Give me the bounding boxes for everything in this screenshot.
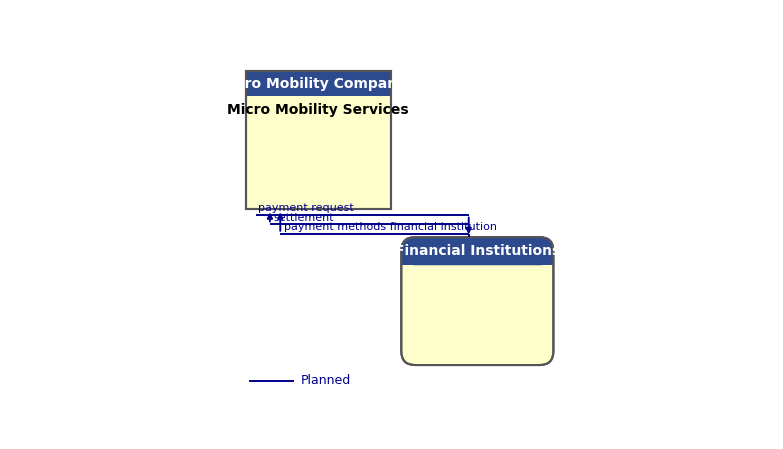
Text: Financial Institutions: Financial Institutions: [395, 244, 560, 258]
Bar: [246, 71, 391, 209]
Text: payment request: payment request: [258, 203, 354, 213]
FancyBboxPatch shape: [401, 237, 554, 365]
Text: settlement: settlement: [273, 213, 334, 223]
Text: Micro Mobility Services: Micro Mobility Services: [228, 103, 410, 117]
Bar: [401, 250, 554, 265]
Text: payment methods financial institution: payment methods financial institution: [283, 222, 496, 232]
Text: Micro Mobility Companies: Micro Mobility Companies: [218, 77, 419, 91]
Bar: [246, 71, 391, 209]
Text: Planned: Planned: [301, 374, 352, 387]
Bar: [246, 71, 391, 96]
FancyBboxPatch shape: [401, 237, 554, 265]
